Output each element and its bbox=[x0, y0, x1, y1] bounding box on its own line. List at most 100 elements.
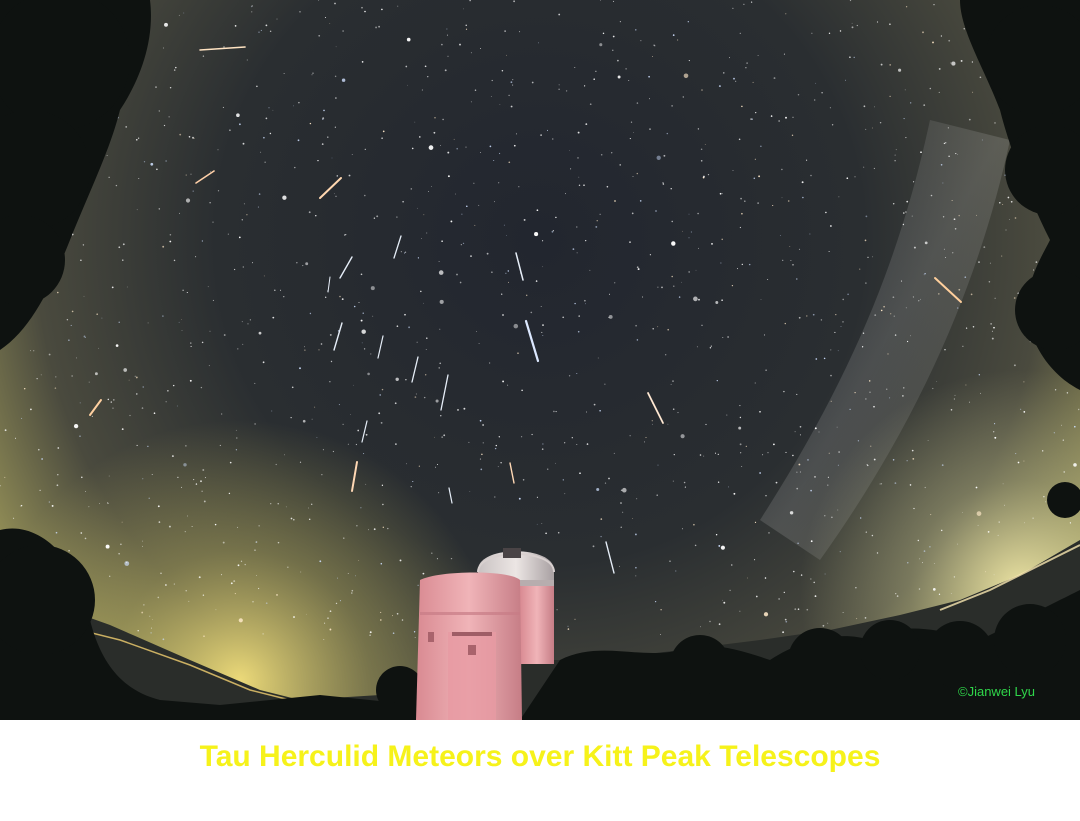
star bbox=[910, 335, 912, 337]
star bbox=[797, 608, 800, 610]
star bbox=[672, 408, 675, 410]
star bbox=[195, 483, 198, 485]
star bbox=[889, 64, 892, 66]
star bbox=[447, 55, 449, 57]
meteor-streaks bbox=[89, 46, 962, 574]
star bbox=[860, 517, 862, 519]
star bbox=[238, 618, 243, 623]
star bbox=[358, 560, 360, 561]
star bbox=[556, 609, 558, 611]
star bbox=[55, 531, 58, 534]
star bbox=[285, 506, 287, 508]
star bbox=[480, 468, 483, 471]
star bbox=[293, 518, 295, 521]
star bbox=[345, 234, 347, 236]
star bbox=[311, 503, 313, 505]
star bbox=[381, 484, 384, 486]
star bbox=[911, 215, 913, 217]
star bbox=[894, 334, 897, 336]
star bbox=[334, 2, 336, 5]
star bbox=[376, 215, 379, 218]
star bbox=[76, 357, 78, 359]
star bbox=[810, 540, 813, 543]
star bbox=[318, 34, 321, 37]
star bbox=[112, 399, 115, 401]
star bbox=[880, 483, 883, 485]
star bbox=[636, 172, 639, 175]
star bbox=[993, 326, 995, 329]
star bbox=[929, 87, 932, 90]
star bbox=[824, 573, 826, 575]
star bbox=[723, 601, 726, 604]
star bbox=[707, 173, 710, 176]
star bbox=[162, 47, 165, 49]
star bbox=[964, 276, 967, 279]
star bbox=[331, 157, 333, 159]
star bbox=[849, 56, 851, 59]
star bbox=[23, 387, 26, 390]
star bbox=[410, 486, 412, 488]
star bbox=[953, 218, 956, 221]
star bbox=[902, 395, 904, 397]
star bbox=[136, 393, 138, 395]
star bbox=[567, 628, 570, 630]
star bbox=[862, 332, 865, 334]
star bbox=[874, 314, 877, 316]
star bbox=[958, 288, 961, 291]
star bbox=[585, 123, 588, 125]
star bbox=[600, 535, 602, 538]
star bbox=[842, 611, 844, 614]
star bbox=[655, 210, 657, 212]
star bbox=[744, 200, 746, 202]
star bbox=[698, 247, 699, 249]
star bbox=[202, 55, 205, 57]
star bbox=[956, 307, 959, 309]
star bbox=[433, 131, 436, 134]
star bbox=[842, 321, 844, 323]
star bbox=[555, 411, 557, 413]
star bbox=[308, 211, 311, 214]
star bbox=[596, 220, 598, 222]
star bbox=[1023, 460, 1025, 462]
star bbox=[378, 25, 380, 28]
star bbox=[479, 419, 482, 422]
star bbox=[779, 235, 781, 237]
star bbox=[426, 337, 428, 339]
star bbox=[167, 390, 169, 392]
star bbox=[739, 405, 741, 407]
star bbox=[924, 273, 926, 275]
star bbox=[246, 214, 248, 216]
star bbox=[185, 174, 187, 176]
star bbox=[614, 200, 616, 202]
star bbox=[830, 400, 832, 402]
star bbox=[461, 213, 463, 215]
star bbox=[263, 136, 265, 139]
star bbox=[513, 0, 515, 3]
star bbox=[940, 163, 943, 166]
star bbox=[701, 324, 703, 326]
star bbox=[486, 252, 489, 255]
tree-foliage bbox=[0, 545, 95, 655]
star bbox=[854, 391, 856, 394]
star bbox=[683, 481, 686, 484]
star bbox=[335, 195, 337, 197]
star bbox=[522, 479, 525, 481]
photo-illustration bbox=[0, 0, 1080, 720]
star bbox=[234, 25, 237, 27]
star bbox=[222, 541, 225, 544]
star bbox=[465, 24, 467, 26]
star bbox=[387, 527, 389, 530]
star bbox=[164, 22, 168, 27]
star bbox=[250, 6, 252, 8]
star bbox=[517, 352, 519, 354]
star bbox=[958, 214, 960, 217]
star bbox=[508, 94, 510, 97]
star bbox=[828, 250, 830, 253]
star bbox=[290, 517, 293, 520]
star bbox=[20, 504, 23, 507]
star bbox=[806, 608, 809, 611]
star bbox=[478, 342, 480, 345]
star bbox=[500, 462, 502, 464]
star bbox=[311, 74, 313, 76]
star bbox=[578, 315, 580, 317]
